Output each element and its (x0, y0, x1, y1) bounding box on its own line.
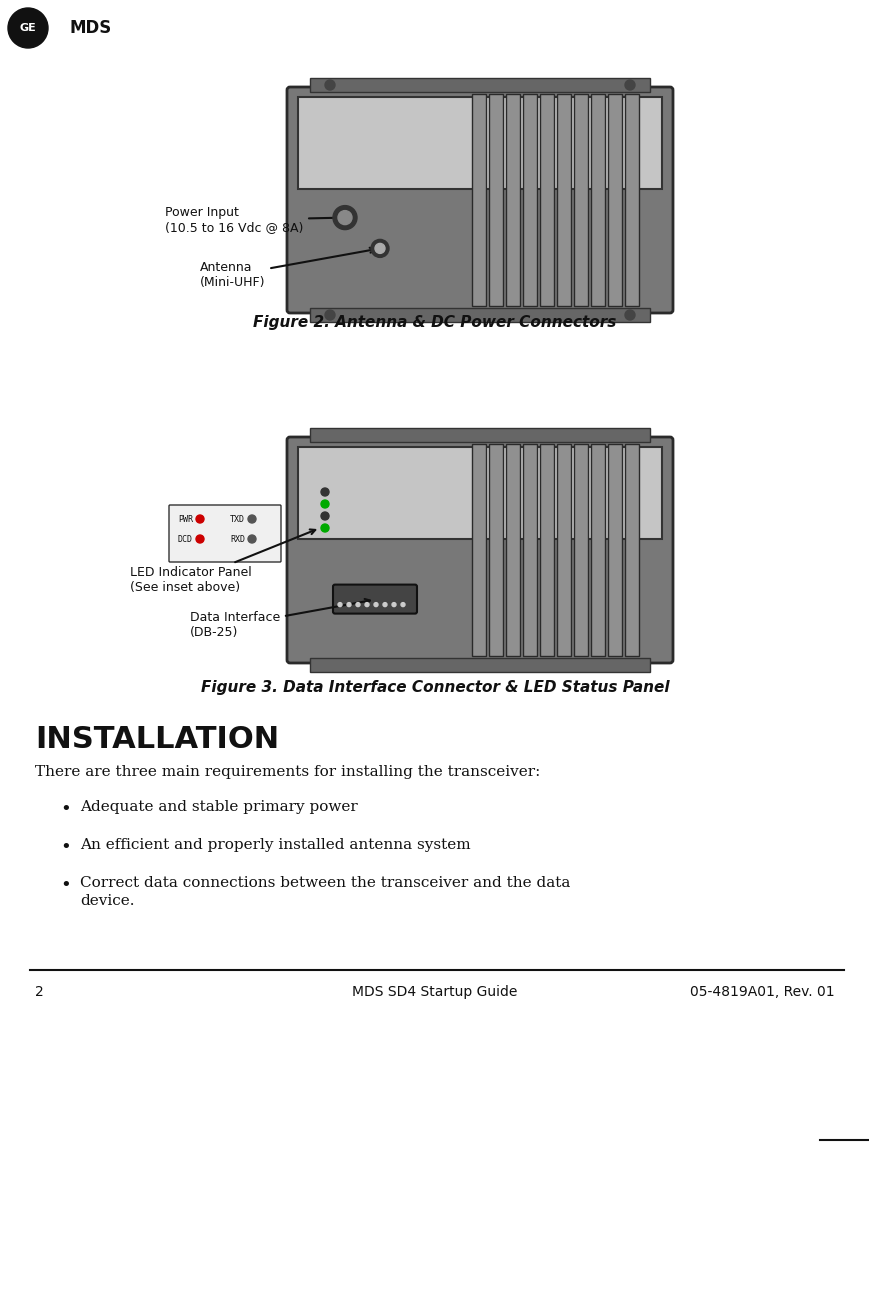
Circle shape (325, 309, 335, 320)
Text: Figure 3. Data Interface Connector & LED Status Panel: Figure 3. Data Interface Connector & LED… (201, 680, 668, 696)
Circle shape (321, 512, 328, 520)
Bar (309, 428, 649, 442)
Circle shape (374, 603, 377, 607)
Bar (523, 94, 537, 306)
Bar (625, 445, 639, 656)
Circle shape (248, 515, 255, 523)
Bar (523, 445, 537, 656)
FancyBboxPatch shape (169, 504, 281, 562)
Circle shape (321, 500, 328, 508)
Text: Power Input
(10.5 to 16 Vdc @ 8A): Power Input (10.5 to 16 Vdc @ 8A) (165, 205, 340, 234)
Bar (574, 94, 587, 306)
Bar (574, 445, 587, 656)
Text: MDS: MDS (70, 20, 112, 36)
Circle shape (370, 239, 388, 257)
Circle shape (196, 536, 203, 543)
Text: Adequate and stable primary power: Adequate and stable primary power (80, 800, 357, 814)
Bar (557, 445, 571, 656)
Circle shape (382, 603, 387, 607)
Circle shape (196, 515, 203, 523)
Bar (506, 94, 520, 306)
Bar (625, 94, 639, 306)
Circle shape (333, 205, 356, 230)
Text: •: • (60, 876, 70, 894)
Text: LED Indicator Panel
(See inset above): LED Indicator Panel (See inset above) (129, 529, 315, 594)
Circle shape (321, 488, 328, 497)
Text: Data Interface
(DB-25): Data Interface (DB-25) (189, 599, 369, 640)
Bar (298, 96, 661, 188)
Bar (309, 658, 649, 672)
Bar (506, 445, 520, 656)
Text: There are three main requirements for installing the transceiver:: There are three main requirements for in… (35, 764, 540, 779)
Text: Antenna
(Mini-UHF): Antenna (Mini-UHF) (200, 248, 375, 289)
Bar (489, 94, 503, 306)
Bar (472, 94, 486, 306)
Bar (591, 445, 605, 656)
Text: TXD: TXD (229, 515, 245, 524)
Bar (557, 94, 571, 306)
Circle shape (8, 8, 48, 48)
Circle shape (347, 603, 350, 607)
Text: PWR: PWR (178, 515, 193, 524)
Text: An efficient and properly installed antenna system: An efficient and properly installed ante… (80, 838, 470, 852)
Circle shape (325, 81, 335, 90)
Text: Figure 2. Antenna & DC Power Connectors: Figure 2. Antenna & DC Power Connectors (253, 315, 616, 330)
Circle shape (624, 81, 634, 90)
FancyBboxPatch shape (333, 585, 416, 614)
Circle shape (248, 536, 255, 543)
Text: INSTALLATION: INSTALLATION (35, 725, 279, 754)
Text: 2: 2 (35, 985, 43, 998)
Circle shape (375, 243, 385, 254)
Circle shape (338, 603, 342, 607)
Text: RXD: RXD (229, 534, 245, 543)
Bar (309, 78, 649, 92)
Circle shape (338, 211, 352, 225)
Circle shape (355, 603, 360, 607)
Text: DCD: DCD (178, 534, 193, 543)
Circle shape (401, 603, 405, 607)
FancyBboxPatch shape (287, 437, 673, 663)
Circle shape (392, 603, 395, 607)
Bar (607, 445, 621, 656)
Bar (607, 94, 621, 306)
Text: MDS SD4 Startup Guide: MDS SD4 Startup Guide (352, 985, 517, 998)
Bar (591, 94, 605, 306)
Bar (298, 447, 661, 540)
Text: 05-4819A01, Rev. 01: 05-4819A01, Rev. 01 (690, 985, 834, 998)
Bar (489, 445, 503, 656)
Text: GE: GE (20, 23, 36, 32)
Circle shape (365, 603, 368, 607)
Circle shape (321, 524, 328, 532)
Bar (309, 308, 649, 322)
Text: Correct data connections between the transceiver and the data
device.: Correct data connections between the tra… (80, 876, 570, 909)
Bar (540, 94, 554, 306)
Text: •: • (60, 800, 70, 818)
Bar (540, 445, 554, 656)
Bar (472, 445, 486, 656)
FancyBboxPatch shape (287, 87, 673, 313)
Circle shape (624, 309, 634, 320)
Text: •: • (60, 838, 70, 855)
